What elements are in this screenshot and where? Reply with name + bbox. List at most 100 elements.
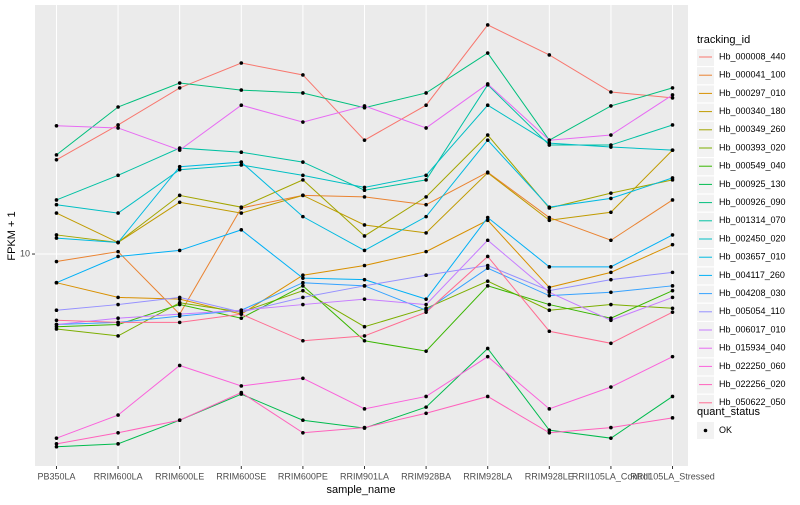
data-point bbox=[609, 133, 613, 137]
data-point bbox=[547, 290, 552, 295]
x-tick-label: RRIM928BA bbox=[401, 471, 451, 481]
data-point bbox=[301, 273, 305, 278]
data-point bbox=[301, 302, 305, 307]
data-point bbox=[609, 277, 613, 282]
data-point bbox=[177, 363, 182, 368]
data-point bbox=[177, 302, 182, 307]
x-axis-title: sample_name bbox=[326, 484, 395, 496]
data-point bbox=[362, 185, 367, 190]
data-point bbox=[547, 215, 552, 220]
x-tick-label: RRIM600SE bbox=[216, 471, 266, 481]
data-point bbox=[670, 86, 675, 90]
data-point bbox=[485, 254, 490, 259]
legend-title: tracking_id bbox=[697, 34, 750, 46]
data-point bbox=[239, 160, 244, 164]
x-tick-label: RRIM600LA bbox=[94, 471, 143, 481]
data-point bbox=[485, 82, 490, 86]
data-point bbox=[485, 51, 490, 55]
data-point bbox=[239, 103, 244, 108]
data-point bbox=[362, 324, 367, 329]
data-point bbox=[485, 238, 490, 243]
x-tick-label: RRIM928LA bbox=[463, 471, 512, 481]
data-point bbox=[362, 195, 367, 199]
legend-label: Hb_022250_060 bbox=[719, 361, 786, 371]
data-point bbox=[239, 150, 244, 155]
data-point bbox=[362, 263, 367, 268]
data-point bbox=[239, 163, 244, 167]
data-point bbox=[547, 329, 552, 334]
data-point bbox=[54, 436, 59, 440]
data-point bbox=[301, 91, 305, 95]
data-point bbox=[301, 295, 305, 300]
data-point bbox=[424, 178, 428, 182]
data-point bbox=[424, 202, 428, 207]
data-point bbox=[301, 288, 305, 293]
data-point bbox=[485, 133, 490, 137]
panel bbox=[35, 5, 688, 466]
legend-label: Hb_004208_030 bbox=[719, 288, 786, 298]
data-point bbox=[116, 413, 120, 417]
legend-label: Hb_000349_260 bbox=[719, 124, 786, 134]
data-point bbox=[239, 316, 244, 320]
x-tick-label: RRIM600LE bbox=[155, 471, 204, 481]
data-point bbox=[609, 425, 613, 430]
data-point bbox=[609, 265, 613, 269]
data-point bbox=[670, 354, 675, 359]
data-point bbox=[116, 430, 120, 435]
data-point bbox=[424, 173, 428, 178]
data-point bbox=[54, 318, 59, 323]
data-point bbox=[485, 171, 490, 175]
data-point bbox=[116, 249, 120, 254]
data-point bbox=[670, 306, 675, 311]
x-tick-label: RRII105LA_Stressed bbox=[630, 471, 715, 481]
data-point bbox=[116, 240, 120, 245]
legend: tracking_id Hb_000008_440 Hb_000041_100 Hb_… bbox=[697, 34, 786, 439]
data-point bbox=[609, 385, 613, 389]
data-point bbox=[239, 312, 244, 316]
data-point bbox=[424, 91, 428, 95]
data-point bbox=[177, 295, 182, 300]
data-point bbox=[239, 228, 244, 232]
x-tick-label: RRII105LA_Control bbox=[572, 471, 650, 481]
data-point bbox=[609, 270, 613, 275]
data-point bbox=[116, 211, 120, 215]
data-point bbox=[177, 167, 182, 172]
points bbox=[54, 23, 675, 449]
data-point bbox=[670, 394, 675, 399]
data-point bbox=[362, 338, 367, 343]
data-point bbox=[609, 290, 613, 295]
grid bbox=[35, 5, 688, 466]
legend-label: Hb_000297_010 bbox=[719, 88, 786, 98]
data-point bbox=[362, 248, 367, 253]
data-point bbox=[116, 442, 120, 446]
data-point bbox=[609, 191, 613, 195]
data-point bbox=[424, 310, 428, 314]
legend-label: Hb_002450_020 bbox=[719, 233, 786, 243]
data-point bbox=[670, 288, 675, 293]
legend-label: Hb_000393_020 bbox=[719, 142, 786, 152]
data-point bbox=[116, 105, 120, 109]
legend-label: Hb_005054_110 bbox=[719, 306, 785, 316]
data-point bbox=[485, 266, 490, 271]
data-point bbox=[670, 233, 675, 237]
data-point bbox=[362, 138, 367, 142]
data-point bbox=[609, 318, 613, 323]
data-point bbox=[609, 341, 613, 346]
data-point bbox=[485, 354, 490, 359]
data-point bbox=[670, 123, 675, 127]
data-point bbox=[54, 280, 59, 285]
data-point bbox=[116, 295, 120, 300]
data-point bbox=[54, 259, 59, 264]
data-point bbox=[177, 418, 182, 423]
data-point bbox=[362, 104, 367, 108]
data-point bbox=[54, 158, 59, 162]
data-point bbox=[547, 293, 552, 298]
data-point bbox=[177, 248, 182, 253]
data-point bbox=[424, 302, 428, 307]
x-tick-label: RRIM600PE bbox=[278, 471, 328, 481]
data-point bbox=[177, 320, 182, 325]
data-point bbox=[670, 295, 675, 300]
data-point bbox=[362, 188, 367, 193]
data-point bbox=[239, 384, 244, 388]
data-point bbox=[609, 145, 613, 149]
